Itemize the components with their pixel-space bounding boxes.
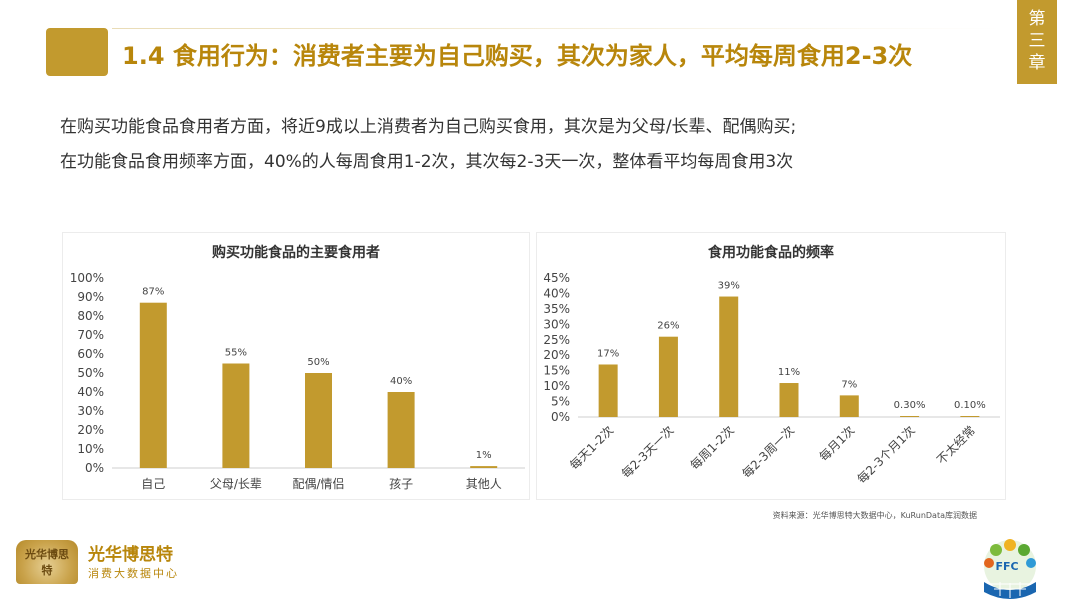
y-tick-label: 50% xyxy=(77,366,104,380)
bar xyxy=(719,296,739,417)
y-tick-label: 30% xyxy=(543,317,570,331)
bar xyxy=(598,364,618,417)
x-tick-label: 孩子 xyxy=(389,477,413,491)
chart-panel-consumers: 购买功能食品的主要食用者 0% 10% 20% 30% 40% 50% 60% 70% 80% 9… xyxy=(62,232,530,500)
company-logo: 光华博思特 光华博思特 消费大数据中心 xyxy=(16,538,186,586)
intro-line-2: 在功能食品食用频率方面，40%的人每周食用1-2次，其次每2-3天一次，整体看平… xyxy=(60,152,794,172)
data-label: 39% xyxy=(718,281,740,292)
data-label: 50% xyxy=(307,357,329,368)
bar xyxy=(387,392,415,468)
intro-text: 在购买功能食品食用者方面，将近9成以上消费者为自己购买食用，其次是为父母/长辈、… xyxy=(60,110,1020,180)
data-label: 11% xyxy=(778,367,800,378)
bar xyxy=(305,373,332,468)
y-tick-label: 100% xyxy=(70,271,104,285)
x-tick-label: 每月1次 xyxy=(816,423,857,464)
ffc-globe-icon xyxy=(984,539,1036,599)
chart-title-consumers: 购买功能食品的主要食用者 xyxy=(212,245,380,261)
y-tick-label: 0% xyxy=(551,410,570,424)
data-source-note: 资料来源：光华博思特大数据中心，KuRunData库润数据 xyxy=(772,511,977,520)
y-tick-label: 90% xyxy=(77,290,104,304)
bar xyxy=(222,363,250,468)
bar xyxy=(960,416,980,417)
data-label: 0.10% xyxy=(954,400,986,411)
x-tick-label: 父母/长辈 xyxy=(210,477,262,491)
bar xyxy=(900,416,920,417)
chapter-tab: 第 三 章 xyxy=(1017,0,1057,84)
chapter-tab-char: 第 xyxy=(1028,9,1046,29)
data-label: 7% xyxy=(841,379,857,390)
y-tick-label: 20% xyxy=(543,348,570,362)
y-tick-label: 70% xyxy=(77,328,104,342)
y-tick-label: 15% xyxy=(543,364,570,378)
y-tick-label: 60% xyxy=(77,347,104,361)
y-tick-label: 25% xyxy=(543,333,570,347)
data-label: 0.30% xyxy=(894,400,926,411)
intro-line-1: 在购买功能食品食用者方面，将近9成以上消费者为自己购买食用，其次是为父母/长辈、… xyxy=(60,117,797,137)
title-divider xyxy=(112,28,1002,29)
title-accent-block xyxy=(46,28,108,76)
x-tick-label: 不太经常 xyxy=(933,423,978,468)
x-tick-label: 其他人 xyxy=(466,477,502,491)
data-label: 26% xyxy=(657,321,679,332)
y-tick-label: 40% xyxy=(77,385,104,399)
y-tick-label: 10% xyxy=(543,379,570,393)
logo-company-subtitle: 消费大数据中心 xyxy=(88,567,179,580)
x-tick-label: 自己 xyxy=(141,477,165,491)
bar xyxy=(779,383,799,417)
y-tick-label: 80% xyxy=(77,309,104,323)
x-tick-label: 每天1-2次 xyxy=(566,423,616,473)
y-tick-label: 40% xyxy=(543,286,570,300)
x-tick-label: 每2-3天一次 xyxy=(618,423,676,481)
y-tick-label: 20% xyxy=(77,423,104,437)
ffc-logo-text: FFC xyxy=(995,560,1019,573)
x-tick-label: 每2-3个月1次 xyxy=(854,423,918,487)
data-label: 87% xyxy=(142,287,164,298)
chart-title-frequency: 食用功能食品的频率 xyxy=(708,245,834,261)
y-tick-label: 10% xyxy=(77,442,104,456)
ffc-logo: FFC xyxy=(974,536,1046,604)
y-tick-label: 35% xyxy=(543,302,570,316)
chart-panel-frequency: 食用功能食品的频率 0% 5% 10% 15% 20% 25% 30% 35% 40% 45% 17… xyxy=(536,232,1006,500)
y-tick-label: 0% xyxy=(85,461,104,475)
logo-emblem-text: 光华博思特 xyxy=(25,548,69,577)
data-label: 55% xyxy=(225,348,247,359)
bar-chart-consumers: 0% 10% 20% 30% 40% 50% 60% 70% 80% 90% 100% 87% 自己 55… xyxy=(70,271,525,491)
x-tick-label: 配偶/情侣 xyxy=(292,476,344,491)
y-tick-label: 45% xyxy=(543,271,570,285)
x-tick-label: 每周1-2次 xyxy=(687,423,737,473)
x-tick-label: 每2-3周一次 xyxy=(739,423,797,481)
chapter-tab-char: 章 xyxy=(1028,53,1046,73)
bar xyxy=(839,395,859,417)
page-title: 1.4 食用行为：消费者主要为自己购买，其次为家人，平均每周食用2-3次 xyxy=(122,42,913,70)
bar xyxy=(658,336,678,417)
y-tick-label: 5% xyxy=(551,395,570,409)
y-tick-label: 30% xyxy=(77,404,104,418)
data-label: 40% xyxy=(390,376,412,387)
data-label: 17% xyxy=(597,348,619,359)
bar-chart-frequency: 0%5% 10%15% 20%25% 30%35% 40%45% 17% 每天1-2次 26%… xyxy=(543,271,1000,487)
chapter-tab-char: 三 xyxy=(1028,31,1046,51)
data-label: 1% xyxy=(476,450,492,461)
bar xyxy=(139,302,167,468)
logo-company-name: 光华博思特 xyxy=(88,545,173,565)
bar xyxy=(470,466,498,468)
logo-emblem-icon xyxy=(16,540,78,584)
